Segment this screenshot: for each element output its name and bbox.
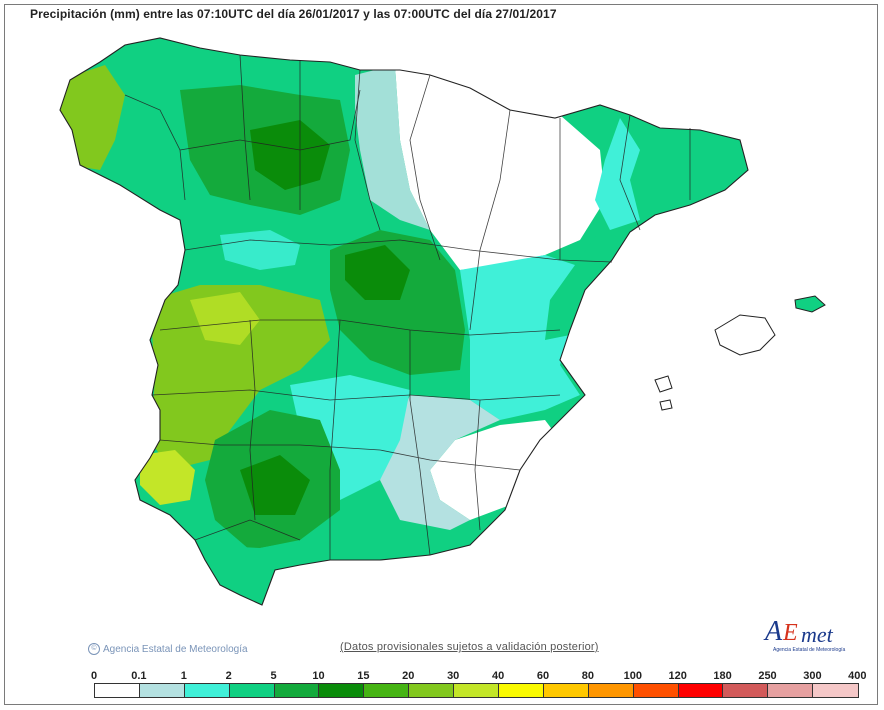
legend-threshold-label: 60 bbox=[536, 670, 550, 682]
logo-subtitle: Agencia Estatal de Meteorología bbox=[773, 647, 846, 653]
balearic-islands bbox=[654, 295, 826, 411]
map-title: Precipitación (mm) entre las 07:10UTC de… bbox=[30, 7, 557, 21]
legend-threshold-label: 1 bbox=[180, 670, 187, 682]
island-formentera bbox=[659, 399, 673, 411]
very-heavy-zone-andalusia bbox=[240, 455, 310, 515]
legend-swatch bbox=[274, 684, 320, 697]
legend-color-bar bbox=[94, 683, 860, 698]
legend-threshold-label: 40 bbox=[491, 670, 505, 682]
island-menorca bbox=[794, 295, 826, 313]
legend-threshold-label: 2 bbox=[225, 670, 232, 682]
trace-zone-southeast bbox=[380, 395, 500, 530]
legend-threshold-label: 400 bbox=[848, 670, 867, 682]
logo-letter-a: A bbox=[765, 616, 783, 647]
copyright-text: Agencia Estatal de Meteorología bbox=[103, 643, 248, 655]
legend-swatch bbox=[139, 684, 185, 697]
legend-threshold-label: 5 bbox=[270, 670, 277, 682]
legend-threshold-label: 15 bbox=[357, 670, 370, 682]
legend-swatch bbox=[409, 684, 455, 697]
island-ibiza bbox=[654, 375, 673, 393]
legend-swatch bbox=[633, 684, 679, 697]
legend-swatch bbox=[229, 684, 275, 697]
legend-swatch bbox=[768, 684, 814, 697]
legend-threshold-label: 30 bbox=[447, 670, 460, 682]
disclaimer-text: (Datos provisionales sujetos a validació… bbox=[340, 641, 599, 653]
legend-swatch bbox=[678, 684, 724, 697]
very-heavy-zone-north bbox=[250, 120, 330, 190]
island-mallorca bbox=[714, 314, 776, 356]
legend-labels: 0 0.1 1 2 5 10 15 20 30 40 60 80 100 120 180 250 300 400 bbox=[0, 670, 884, 684]
copyright-notice: © Agencia Estatal de Meteorología bbox=[88, 643, 248, 655]
legend-swatch bbox=[588, 684, 634, 697]
legend-swatch bbox=[364, 684, 410, 697]
legend-swatch bbox=[543, 684, 589, 697]
legend-threshold-label: 100 bbox=[623, 670, 642, 682]
dry-zone-southeast bbox=[430, 420, 560, 520]
legend-threshold-label: 0.1 bbox=[131, 670, 147, 682]
legend-threshold-label: 10 bbox=[312, 670, 325, 682]
legend-threshold-label: 250 bbox=[758, 670, 777, 682]
legend-threshold-label: 80 bbox=[581, 670, 595, 682]
legend-swatch bbox=[95, 684, 140, 697]
province-borders bbox=[124, 54, 691, 560]
wet-zone-catalonia bbox=[625, 120, 748, 220]
light-zone-east bbox=[460, 255, 580, 420]
logo-letters-met: met bbox=[801, 622, 833, 647]
legend-swatch bbox=[184, 684, 230, 697]
moderate-zone-southwest bbox=[150, 285, 330, 470]
legend-swatch bbox=[319, 684, 365, 697]
trace-rim-north bbox=[355, 65, 430, 230]
light-zone-duero bbox=[220, 230, 300, 270]
legend-swatch bbox=[499, 684, 544, 697]
legend-swatch bbox=[723, 684, 769, 697]
max-zone-southwest bbox=[140, 450, 195, 505]
copyright-icon: © bbox=[88, 643, 100, 655]
legend-threshold-label: 20 bbox=[402, 670, 415, 682]
legend-threshold-label: 300 bbox=[803, 670, 822, 682]
moderate-zone-galicia bbox=[60, 65, 125, 170]
logo-letter-e: E bbox=[783, 620, 798, 646]
legend-swatch bbox=[813, 684, 859, 697]
legend-swatch bbox=[454, 684, 500, 697]
legend-threshold-label: 120 bbox=[668, 670, 687, 682]
legend-threshold-label: 0 bbox=[90, 670, 98, 682]
max-zone-extremadura bbox=[190, 292, 260, 345]
wet-zone-valencia bbox=[545, 230, 630, 340]
legend-threshold-label: 180 bbox=[713, 670, 732, 682]
very-heavy-zone-center bbox=[345, 245, 410, 300]
aemet-logo: A E met Agencia Estatal de Meteorología bbox=[765, 616, 855, 658]
